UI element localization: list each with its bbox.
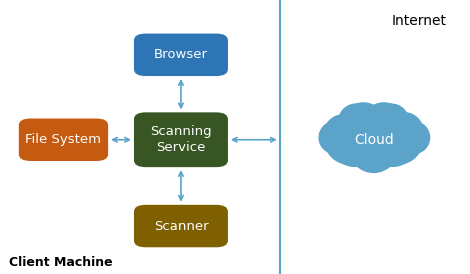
Ellipse shape: [325, 115, 374, 164]
Text: Cloud: Cloud: [354, 133, 393, 147]
Ellipse shape: [345, 111, 403, 169]
Text: File System: File System: [25, 133, 102, 146]
Text: Scanning
Service: Scanning Service: [150, 125, 212, 154]
FancyBboxPatch shape: [134, 34, 228, 76]
Ellipse shape: [339, 104, 373, 138]
Ellipse shape: [374, 115, 423, 164]
Ellipse shape: [361, 103, 407, 148]
Ellipse shape: [372, 123, 415, 166]
Ellipse shape: [324, 115, 362, 153]
Ellipse shape: [332, 123, 376, 166]
Text: Client Machine: Client Machine: [9, 256, 113, 269]
Ellipse shape: [319, 122, 351, 153]
Ellipse shape: [385, 113, 423, 150]
FancyBboxPatch shape: [19, 118, 108, 161]
Ellipse shape: [375, 104, 408, 138]
Ellipse shape: [398, 122, 430, 153]
FancyBboxPatch shape: [134, 112, 228, 167]
Text: Internet: Internet: [392, 14, 446, 28]
Text: Scanner: Scanner: [154, 219, 208, 233]
FancyBboxPatch shape: [134, 205, 228, 247]
Text: Browser: Browser: [154, 48, 208, 61]
Ellipse shape: [341, 103, 386, 148]
Ellipse shape: [349, 124, 398, 172]
